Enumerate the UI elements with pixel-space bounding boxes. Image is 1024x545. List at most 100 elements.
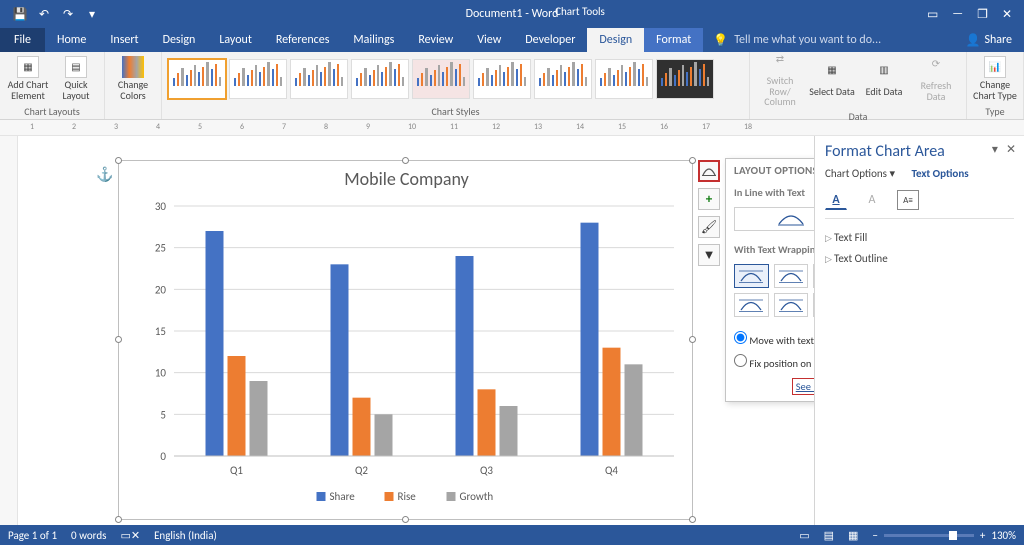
resize-handle[interactable] [402,157,409,164]
chart-object[interactable]: Mobile Company051015202530Q1Q2Q3Q4ShareR… [118,160,693,520]
pane-dropdown-icon[interactable]: ▾ [992,142,998,157]
ruler-mark: 8 [324,122,328,132]
chart-style-thumb[interactable] [412,59,470,99]
close-icon[interactable]: ✕ [1002,7,1012,22]
web-layout-icon[interactable]: ▦ [848,529,858,542]
chart-style-thumb[interactable] [168,59,226,99]
edit-data-button[interactable]: ▥Edit Data [860,65,908,98]
zoom-level[interactable]: 130% [991,529,1016,542]
page-indicator[interactable]: Page 1 of 1 [8,529,57,542]
tab-view[interactable]: View [465,28,513,52]
tab-chart-design[interactable]: Design [587,28,644,52]
chart-elements-button[interactable]: + [698,188,720,210]
textbox-icon[interactable]: A≡ [897,190,919,210]
tab-insert[interactable]: Insert [98,28,150,52]
wrap-option[interactable] [734,293,769,317]
group-chart-styles: Chart Styles [162,52,750,119]
chart-filters-button[interactable]: ▼ [698,244,720,266]
change-chart-type-button[interactable]: 📊Change Chart Type [973,56,1017,101]
change-colors-button[interactable]: Change Colors [111,56,155,101]
minimize-icon[interactable]: — [952,7,963,21]
text-effects-icon[interactable]: A [861,190,883,210]
redo-icon[interactable]: ↷ [60,6,76,22]
resize-handle[interactable] [689,516,696,523]
move-with-text-radio[interactable]: Move with text ⓘ [734,331,814,348]
proofing-icon[interactable]: ▭✕ [120,529,140,542]
switch-row-column-button[interactable]: ⇄Switch Row/ Column [756,54,804,108]
zoom-in-icon[interactable]: + [980,529,985,542]
ribbon-options-icon[interactable]: ▭ [927,7,938,22]
qat-customize-icon[interactable]: ▾ [84,6,100,22]
chart-style-thumb[interactable] [290,59,348,99]
chart-style-thumb[interactable] [473,59,531,99]
chart-style-thumb[interactable] [229,59,287,99]
tab-design[interactable]: Design [151,28,208,52]
save-icon[interactable]: 💾 [12,6,28,22]
document-page[interactable]: ⚓ Mobile Company051015202530Q1Q2Q3Q4Shar… [18,136,814,525]
quick-layout-button[interactable]: ▤Quick Layout [54,56,98,101]
inline-with-text-option[interactable] [734,207,814,231]
chart-style-thumb[interactable] [351,59,409,99]
tab-developer[interactable]: Developer [513,28,587,52]
zoom-control[interactable]: − + 130% [872,529,1016,542]
resize-handle[interactable] [689,336,696,343]
tab-layout[interactable]: Layout [207,28,264,52]
tell-me-search[interactable]: 💡Tell me what you want to do... [703,28,953,52]
select-data-button[interactable]: ▦Select Data [808,65,856,98]
wrap-option[interactable] [734,264,769,288]
resize-handle[interactable] [689,157,696,164]
restore-icon[interactable]: ❐ [977,7,988,22]
chart-style-thumb[interactable] [656,59,714,99]
resize-handle[interactable] [115,516,122,523]
refresh-data-button[interactable]: ⟳Refresh Data [912,59,960,102]
ribbon: ▦Add Chart Element ▤Quick Layout Chart L… [0,52,1024,120]
zoom-slider[interactable] [884,534,974,537]
anchor-icon[interactable]: ⚓ [96,166,113,183]
group-type: 📊Change Chart Type Type [967,52,1024,119]
ruler-mark: 16 [660,122,668,132]
horizontal-ruler[interactable]: 123456789101112131415161718 [0,120,1024,136]
layout-options-popup: LAYOUT OPTIONS✕ In Line with Text With T… [725,158,814,402]
tab-home[interactable]: Home [45,28,98,52]
chart-style-thumb[interactable] [595,59,653,99]
layout-options-button[interactable] [698,160,720,182]
tab-references[interactable]: References [264,28,342,52]
share-icon: 👤 [965,33,980,48]
word-count[interactable]: 0 words [71,529,106,542]
format-pane: ▾✕ Format Chart Area Chart Options ▾ Tex… [814,136,1024,525]
menu-bar: File HomeInsertDesignLayoutReferencesMai… [0,28,1024,52]
pane-close-icon[interactable]: ✕ [1006,142,1016,157]
read-mode-icon[interactable]: ▭ [799,529,809,542]
switch-icon: ⇄ [770,54,790,74]
chart-styles-button[interactable]: 🖌 [698,216,720,238]
zoom-out-icon[interactable]: − [872,529,877,542]
tab-review[interactable]: Review [406,28,465,52]
print-layout-icon[interactable]: ▤ [824,529,834,542]
tab-mailings[interactable]: Mailings [341,28,406,52]
chart-style-thumb[interactable] [534,59,592,99]
ruler-mark: 3 [114,122,118,132]
resize-handle[interactable] [402,516,409,523]
fix-position-radio[interactable]: Fix position on page ⓘ [734,354,814,370]
bar-chart[interactable]: Mobile Company051015202530Q1Q2Q3Q4ShareR… [119,161,692,519]
undo-icon[interactable]: ↶ [36,6,52,22]
tab-chart-format[interactable]: Format [644,28,703,52]
text-outline-section[interactable]: Text Outline [825,248,1014,269]
wrap-option[interactable] [774,293,809,317]
wrap-option[interactable] [774,264,809,288]
share-button[interactable]: 👤Share [953,28,1024,52]
vertical-ruler[interactable] [0,136,18,525]
resize-handle[interactable] [115,157,122,164]
text-options-link[interactable]: Text Options [911,167,968,180]
chart-options-link[interactable]: Chart Options ▾ [825,167,895,180]
text-fill-section[interactable]: Text Fill [825,227,1014,248]
ruler-mark: 9 [366,122,370,132]
text-fill-outline-icon[interactable]: A [825,190,847,210]
language-indicator[interactable]: English (India) [154,529,217,542]
add-chart-element-button[interactable]: ▦Add Chart Element [6,56,50,101]
tab-file[interactable]: File [0,28,45,52]
status-bar: Page 1 of 1 0 words ▭✕ English (India) ▭… [0,525,1024,545]
see-more-link[interactable]: See more... [792,378,814,395]
lightbulb-icon: 💡 [713,33,728,48]
resize-handle[interactable] [115,336,122,343]
